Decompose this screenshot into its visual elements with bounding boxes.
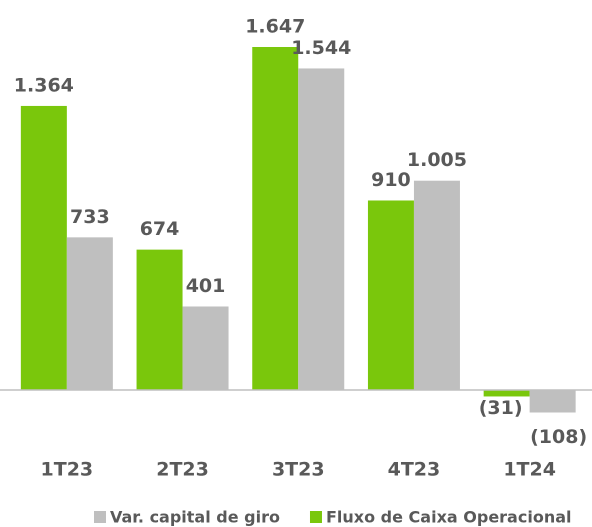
value-label: 910 xyxy=(371,169,411,191)
bar xyxy=(66,237,113,390)
legend-swatch xyxy=(94,511,106,523)
x-tick-label: 2T23 xyxy=(156,459,209,481)
value-label: 401 xyxy=(186,275,226,297)
bar xyxy=(483,390,530,397)
legend-swatch xyxy=(309,511,322,523)
value-label: (108) xyxy=(530,426,587,448)
value-label: 1.364 xyxy=(14,74,74,96)
legend-label: Var. capital de giro xyxy=(110,508,280,527)
value-label: 674 xyxy=(140,218,180,240)
bar xyxy=(136,249,183,390)
bar xyxy=(20,105,67,390)
bar xyxy=(529,390,576,413)
bar xyxy=(367,200,414,390)
bar xyxy=(413,180,460,390)
legend-label: Fluxo de Caixa Operacional xyxy=(326,508,572,527)
bar xyxy=(182,306,229,390)
x-tick-label: 1T23 xyxy=(41,459,94,481)
value-label: 1.544 xyxy=(291,37,351,59)
x-tick-label: 1T24 xyxy=(503,459,556,481)
bar xyxy=(252,47,299,390)
x-tick-label: 4T23 xyxy=(388,459,441,481)
value-label: (31) xyxy=(479,397,523,419)
value-label: 1.005 xyxy=(407,149,467,171)
value-label: 733 xyxy=(70,206,110,228)
bar xyxy=(298,68,345,391)
value-label: 1.647 xyxy=(245,16,305,38)
x-tick-label: 3T23 xyxy=(272,459,325,481)
